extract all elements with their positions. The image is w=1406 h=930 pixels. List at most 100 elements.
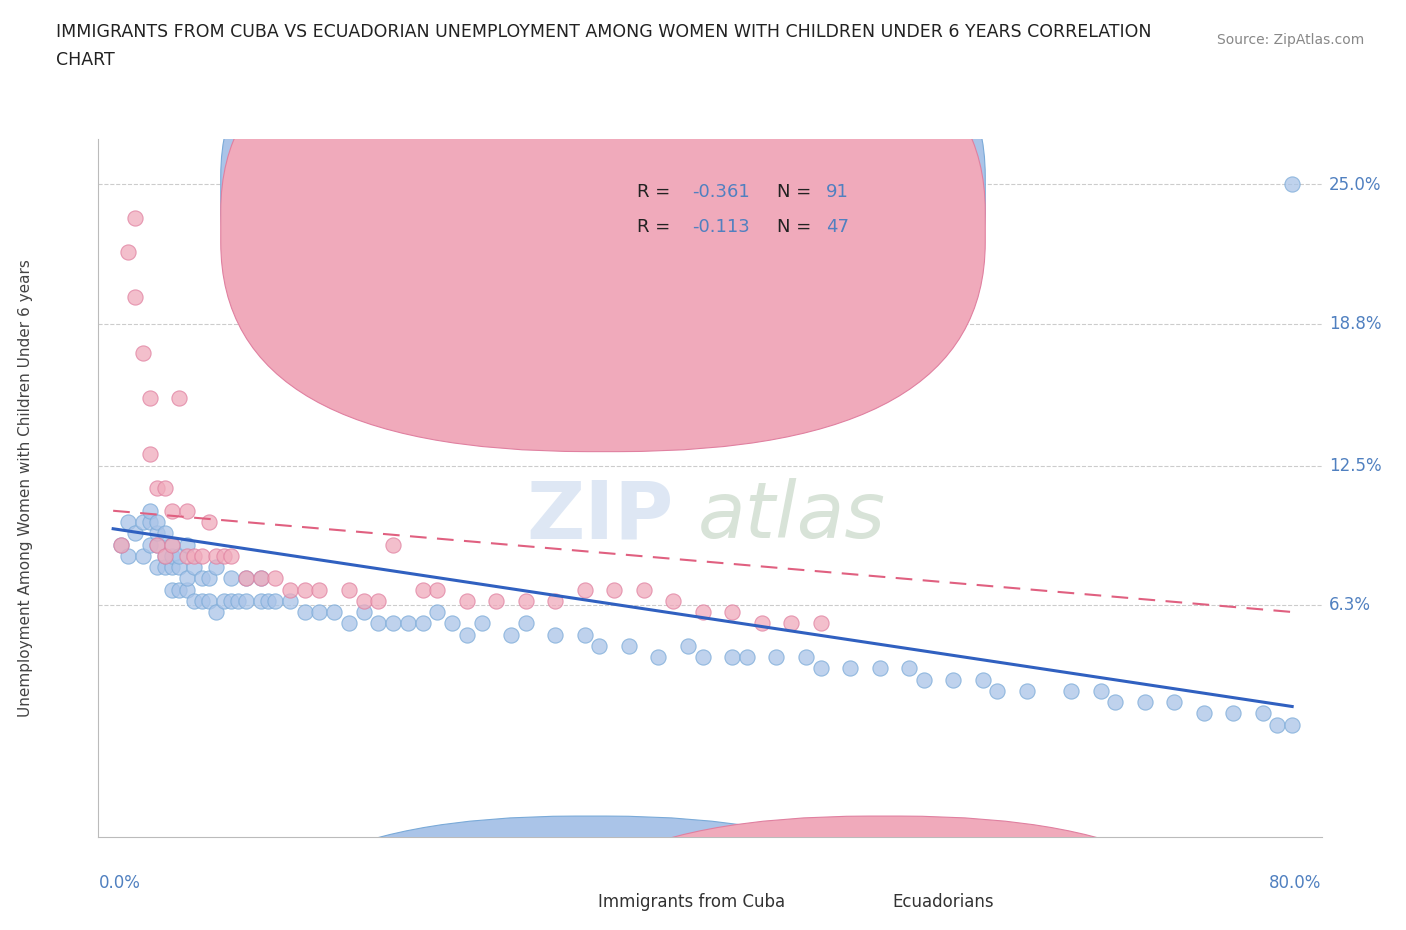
Point (1281, 177, 1303, 192)
FancyBboxPatch shape (208, 817, 973, 930)
Text: IMMIGRANTS FROM CUBA VS ECUADORIAN UNEMPLOYMENT AMONG WOMEN WITH CHILDREN UNDER : IMMIGRANTS FROM CUBA VS ECUADORIAN UNEMP… (56, 23, 1152, 41)
Text: CHART: CHART (56, 51, 115, 69)
Point (169, 391, 191, 405)
Point (839, 661, 862, 676)
Point (131, 549, 153, 564)
Point (139, 537, 162, 551)
Point (1251, 706, 1274, 721)
Point (235, 571, 257, 586)
Point (588, 638, 610, 653)
Point (912, 672, 935, 687)
Point (353, 593, 375, 608)
Point (544, 593, 567, 608)
Point (228, 593, 250, 608)
Point (176, 503, 198, 518)
Point (972, 672, 994, 687)
Point (294, 604, 316, 619)
Point (278, 582, 301, 597)
Point (308, 604, 330, 619)
Point (337, 582, 360, 597)
Text: 91: 91 (827, 183, 849, 201)
Point (323, 604, 346, 619)
Point (139, 503, 162, 518)
Point (146, 525, 169, 540)
Point (198, 593, 221, 608)
Point (1060, 684, 1083, 698)
Point (110, 537, 132, 551)
FancyBboxPatch shape (502, 817, 1267, 930)
Text: 80.0%: 80.0% (1270, 874, 1322, 892)
Point (942, 672, 965, 687)
Point (721, 604, 744, 619)
Text: R =: R = (637, 218, 676, 235)
Point (249, 593, 271, 608)
Point (183, 593, 205, 608)
Point (219, 549, 242, 564)
Point (308, 582, 330, 597)
Point (146, 560, 169, 575)
Point (1090, 684, 1112, 698)
Point (219, 593, 242, 608)
Text: Ecuadorians: Ecuadorians (891, 893, 994, 911)
Point (176, 549, 198, 564)
Point (176, 537, 198, 551)
Point (780, 616, 803, 631)
Point (662, 593, 685, 608)
Text: ZIP: ZIP (526, 477, 673, 555)
Point (633, 582, 655, 597)
Point (139, 447, 162, 462)
Point (212, 593, 235, 608)
Point (249, 571, 271, 586)
Point (153, 549, 176, 564)
Point (190, 571, 212, 586)
Point (1015, 684, 1038, 698)
Point (692, 604, 714, 619)
Point (647, 649, 669, 664)
Point (898, 661, 921, 676)
Point (337, 616, 360, 631)
Point (1192, 706, 1215, 721)
Point (751, 616, 773, 631)
Point (160, 549, 183, 564)
Point (198, 514, 221, 529)
Text: 0.0%: 0.0% (98, 874, 141, 892)
Point (382, 616, 405, 631)
Point (176, 571, 198, 586)
Point (1104, 695, 1126, 710)
Point (198, 571, 221, 586)
Point (367, 593, 389, 608)
Point (765, 649, 787, 664)
Point (257, 593, 280, 608)
Point (131, 346, 153, 361)
Point (124, 211, 146, 226)
Point (382, 537, 405, 551)
Point (441, 616, 464, 631)
Point (110, 537, 132, 551)
Text: Immigrants from Cuba: Immigrants from Cuba (599, 893, 786, 911)
Point (117, 514, 139, 529)
Text: 6.3%: 6.3% (1329, 596, 1371, 614)
Point (205, 604, 228, 619)
Point (160, 582, 183, 597)
Point (794, 649, 817, 664)
Point (544, 627, 567, 642)
FancyBboxPatch shape (551, 147, 905, 265)
Point (146, 537, 169, 551)
Point (160, 560, 183, 575)
Point (146, 537, 169, 551)
Text: N =: N = (778, 183, 817, 201)
Text: R =: R = (637, 183, 676, 201)
Point (471, 616, 494, 631)
Point (810, 616, 832, 631)
Point (412, 582, 434, 597)
Point (205, 549, 228, 564)
Point (412, 616, 434, 631)
Point (153, 560, 176, 575)
Point (485, 593, 508, 608)
Point (426, 582, 449, 597)
Point (1281, 717, 1303, 732)
Point (124, 525, 146, 540)
Text: 18.8%: 18.8% (1329, 315, 1381, 333)
Point (146, 514, 169, 529)
Point (396, 616, 419, 631)
